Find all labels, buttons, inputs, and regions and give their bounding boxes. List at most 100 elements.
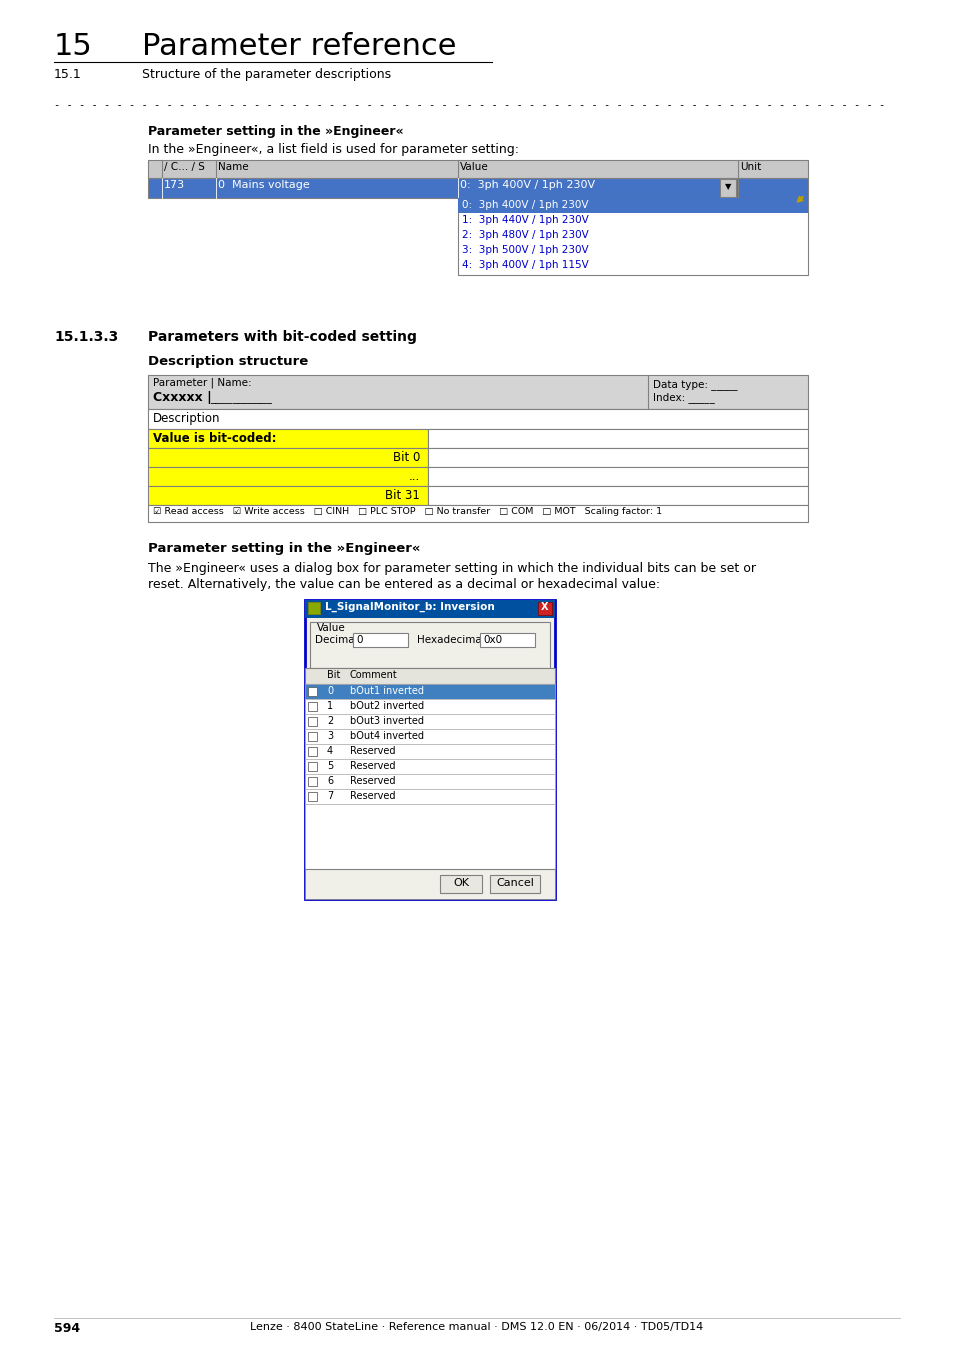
Bar [305, 788, 555, 805]
Bar [305, 744, 555, 759]
Text: 1: 1 [327, 701, 333, 711]
Bar [428, 486, 807, 505]
Bar [720, 180, 735, 197]
Text: Decimal:: Decimal: [314, 634, 361, 645]
Text: Index: _____: Index: _____ [652, 392, 714, 402]
Bar [148, 448, 428, 467]
Text: / C... / S: / C... / S [164, 162, 205, 171]
Text: Lenze · 8400 StateLine · Reference manual · DMS 12.0 EN · 06/2014 · TD05/TD14: Lenze · 8400 StateLine · Reference manua… [250, 1322, 703, 1332]
Bar [305, 805, 555, 869]
Bar [305, 599, 555, 618]
Bar [537, 602, 552, 616]
Text: bOut4 inverted: bOut4 inverted [350, 730, 423, 741]
Text: OK: OK [453, 878, 469, 888]
Text: ▼: ▼ [724, 182, 731, 190]
Text: ☑ Read access   ☑ Write access   □ CINH   □ PLC STOP   □ No transfer   □ COM   □: ☑ Read access ☑ Write access □ CINH □ PL… [152, 508, 661, 516]
Text: Comment: Comment [350, 670, 397, 680]
Text: 0:  3ph 400V / 1ph 230V: 0: 3ph 400V / 1ph 230V [461, 200, 588, 211]
Text: 0x0: 0x0 [482, 634, 501, 645]
Bar [305, 869, 555, 899]
Text: bOut3 inverted: bOut3 inverted [350, 716, 423, 726]
Text: 0  Mains voltage: 0 Mains voltage [218, 180, 310, 190]
Bar [428, 467, 807, 486]
Text: Parameter setting in the »Engineer«: Parameter setting in the »Engineer« [148, 126, 403, 138]
Text: 4:  3ph 400V / 1ph 115V: 4: 3ph 400V / 1ph 115V [461, 261, 588, 270]
Bar [308, 747, 316, 756]
Bar [308, 792, 316, 801]
Text: Value: Value [459, 162, 488, 171]
Bar [308, 687, 316, 697]
Text: ___________: ___________ [210, 394, 272, 404]
Bar [308, 732, 316, 741]
Bar [308, 717, 316, 726]
Bar [457, 198, 807, 213]
Text: In the »Engineer«, a list field is used for parameter setting:: In the »Engineer«, a list field is used … [148, 143, 518, 157]
Text: Cancel: Cancel [496, 878, 534, 888]
Bar [308, 602, 319, 614]
Text: bOut1 inverted: bOut1 inverted [350, 686, 423, 697]
Bar [305, 668, 555, 684]
Text: Structure of the parameter descriptions: Structure of the parameter descriptions [142, 68, 391, 81]
Text: 5: 5 [327, 761, 333, 771]
Bar [148, 161, 807, 178]
Text: Reserved: Reserved [350, 747, 395, 756]
Text: Parameter | Name:: Parameter | Name: [152, 378, 252, 389]
Text: 0: 0 [355, 634, 362, 645]
Bar [148, 178, 807, 198]
Bar [308, 702, 316, 711]
Bar [148, 375, 807, 409]
Bar [305, 684, 555, 699]
Bar [305, 774, 555, 788]
Bar [490, 875, 539, 892]
Text: Cxxxxx |: Cxxxxx | [152, 392, 212, 404]
Bar [310, 622, 550, 668]
Bar [305, 714, 555, 729]
Text: 173: 173 [164, 180, 185, 190]
Text: Bit 31: Bit 31 [385, 489, 419, 502]
Bar [305, 599, 555, 899]
Text: Value: Value [316, 622, 345, 633]
Bar [305, 699, 555, 714]
Bar [148, 486, 428, 505]
Bar [428, 429, 807, 448]
Text: Description: Description [152, 412, 220, 425]
Bar [148, 505, 807, 522]
Text: Value is bit-coded:: Value is bit-coded: [152, 432, 276, 446]
Text: ...: ... [408, 470, 419, 483]
Text: X: X [540, 602, 548, 612]
Text: 3: 3 [327, 730, 333, 741]
Text: 0: 0 [327, 686, 333, 697]
Bar [148, 467, 428, 486]
Bar [308, 778, 316, 786]
Text: 3:  3ph 500V / 1ph 230V: 3: 3ph 500V / 1ph 230V [461, 244, 588, 255]
Text: Description structure: Description structure [148, 355, 308, 369]
Text: Reserved: Reserved [350, 776, 395, 786]
Text: reset. Alternatively, the value can be entered as a decimal or hexadecimal value: reset. Alternatively, the value can be e… [148, 578, 659, 591]
Bar [148, 409, 807, 429]
Text: Bit 0: Bit 0 [393, 451, 419, 464]
Text: 594: 594 [54, 1322, 80, 1335]
Text: bOut2 inverted: bOut2 inverted [350, 701, 424, 711]
Bar [439, 875, 481, 892]
Text: The »Engineer« uses a dialog box for parameter setting in which the individual b: The »Engineer« uses a dialog box for par… [148, 562, 755, 575]
Bar [305, 759, 555, 774]
Text: Reserved: Reserved [350, 761, 395, 771]
Bar [148, 429, 428, 448]
Text: Data type: _____: Data type: _____ [652, 379, 737, 390]
Text: Parameters with bit-coded setting: Parameters with bit-coded setting [148, 329, 416, 344]
Text: 4: 4 [327, 747, 333, 756]
Text: 6: 6 [327, 776, 333, 786]
Text: Parameter reference: Parameter reference [142, 32, 456, 61]
Text: 2:  3ph 480V / 1ph 230V: 2: 3ph 480V / 1ph 230V [461, 230, 588, 240]
Text: Bit: Bit [327, 670, 340, 680]
Bar [305, 729, 555, 744]
Text: 15.1.3.3: 15.1.3.3 [54, 329, 118, 344]
Bar [457, 198, 807, 275]
Text: Reserved: Reserved [350, 791, 395, 801]
Text: - - - - - - - - - - - - - - - - - - - - - - - - - - - - - - - - - - - - - - - - : - - - - - - - - - - - - - - - - - - - - … [54, 100, 890, 109]
Text: Hexadecimal:: Hexadecimal: [416, 634, 488, 645]
Bar [353, 633, 408, 647]
Bar [428, 448, 807, 467]
Text: Parameter setting in the »Engineer«: Parameter setting in the »Engineer« [148, 541, 420, 555]
Text: 2: 2 [327, 716, 333, 726]
